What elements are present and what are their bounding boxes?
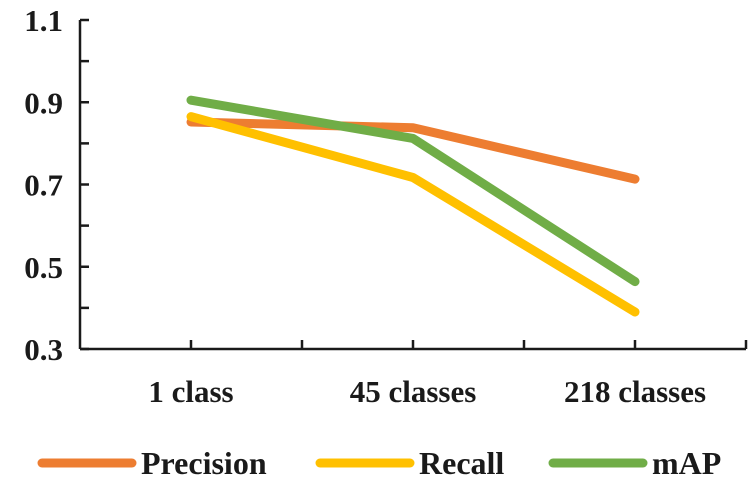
y-tick-label: 0.3 (24, 332, 63, 367)
y-tick-label: 1.1 (24, 3, 63, 38)
series-line-recall (186, 112, 640, 317)
y-tick-label: 0.9 (24, 85, 63, 120)
chart-axes (78, 20, 746, 351)
series-line-map (186, 95, 640, 287)
series-line-precision (186, 117, 640, 184)
chart-series (186, 95, 640, 317)
legend-item-map: mAP (548, 445, 721, 481)
x-axis-ticks: 1 class 45 classes 218 classes (148, 340, 748, 409)
x-tick-label: 218 classes (564, 374, 706, 409)
chart-legend: Precision Recall mAP (37, 445, 721, 481)
legend-label: Precision (141, 445, 267, 481)
legend-item-recall: Recall (315, 445, 504, 481)
x-tick-label: 45 classes (350, 374, 477, 409)
y-tick-label: 0.7 (24, 168, 63, 203)
y-tick-label: 0.5 (24, 250, 63, 285)
legend-item-precision: Precision (37, 445, 267, 481)
legend-label: mAP (652, 445, 721, 481)
y-axis-ticks: 0.3 0.5 0.7 0.9 1.1 (24, 3, 89, 367)
legend-label: Recall (419, 445, 504, 481)
x-tick-label: 1 class (148, 374, 233, 409)
